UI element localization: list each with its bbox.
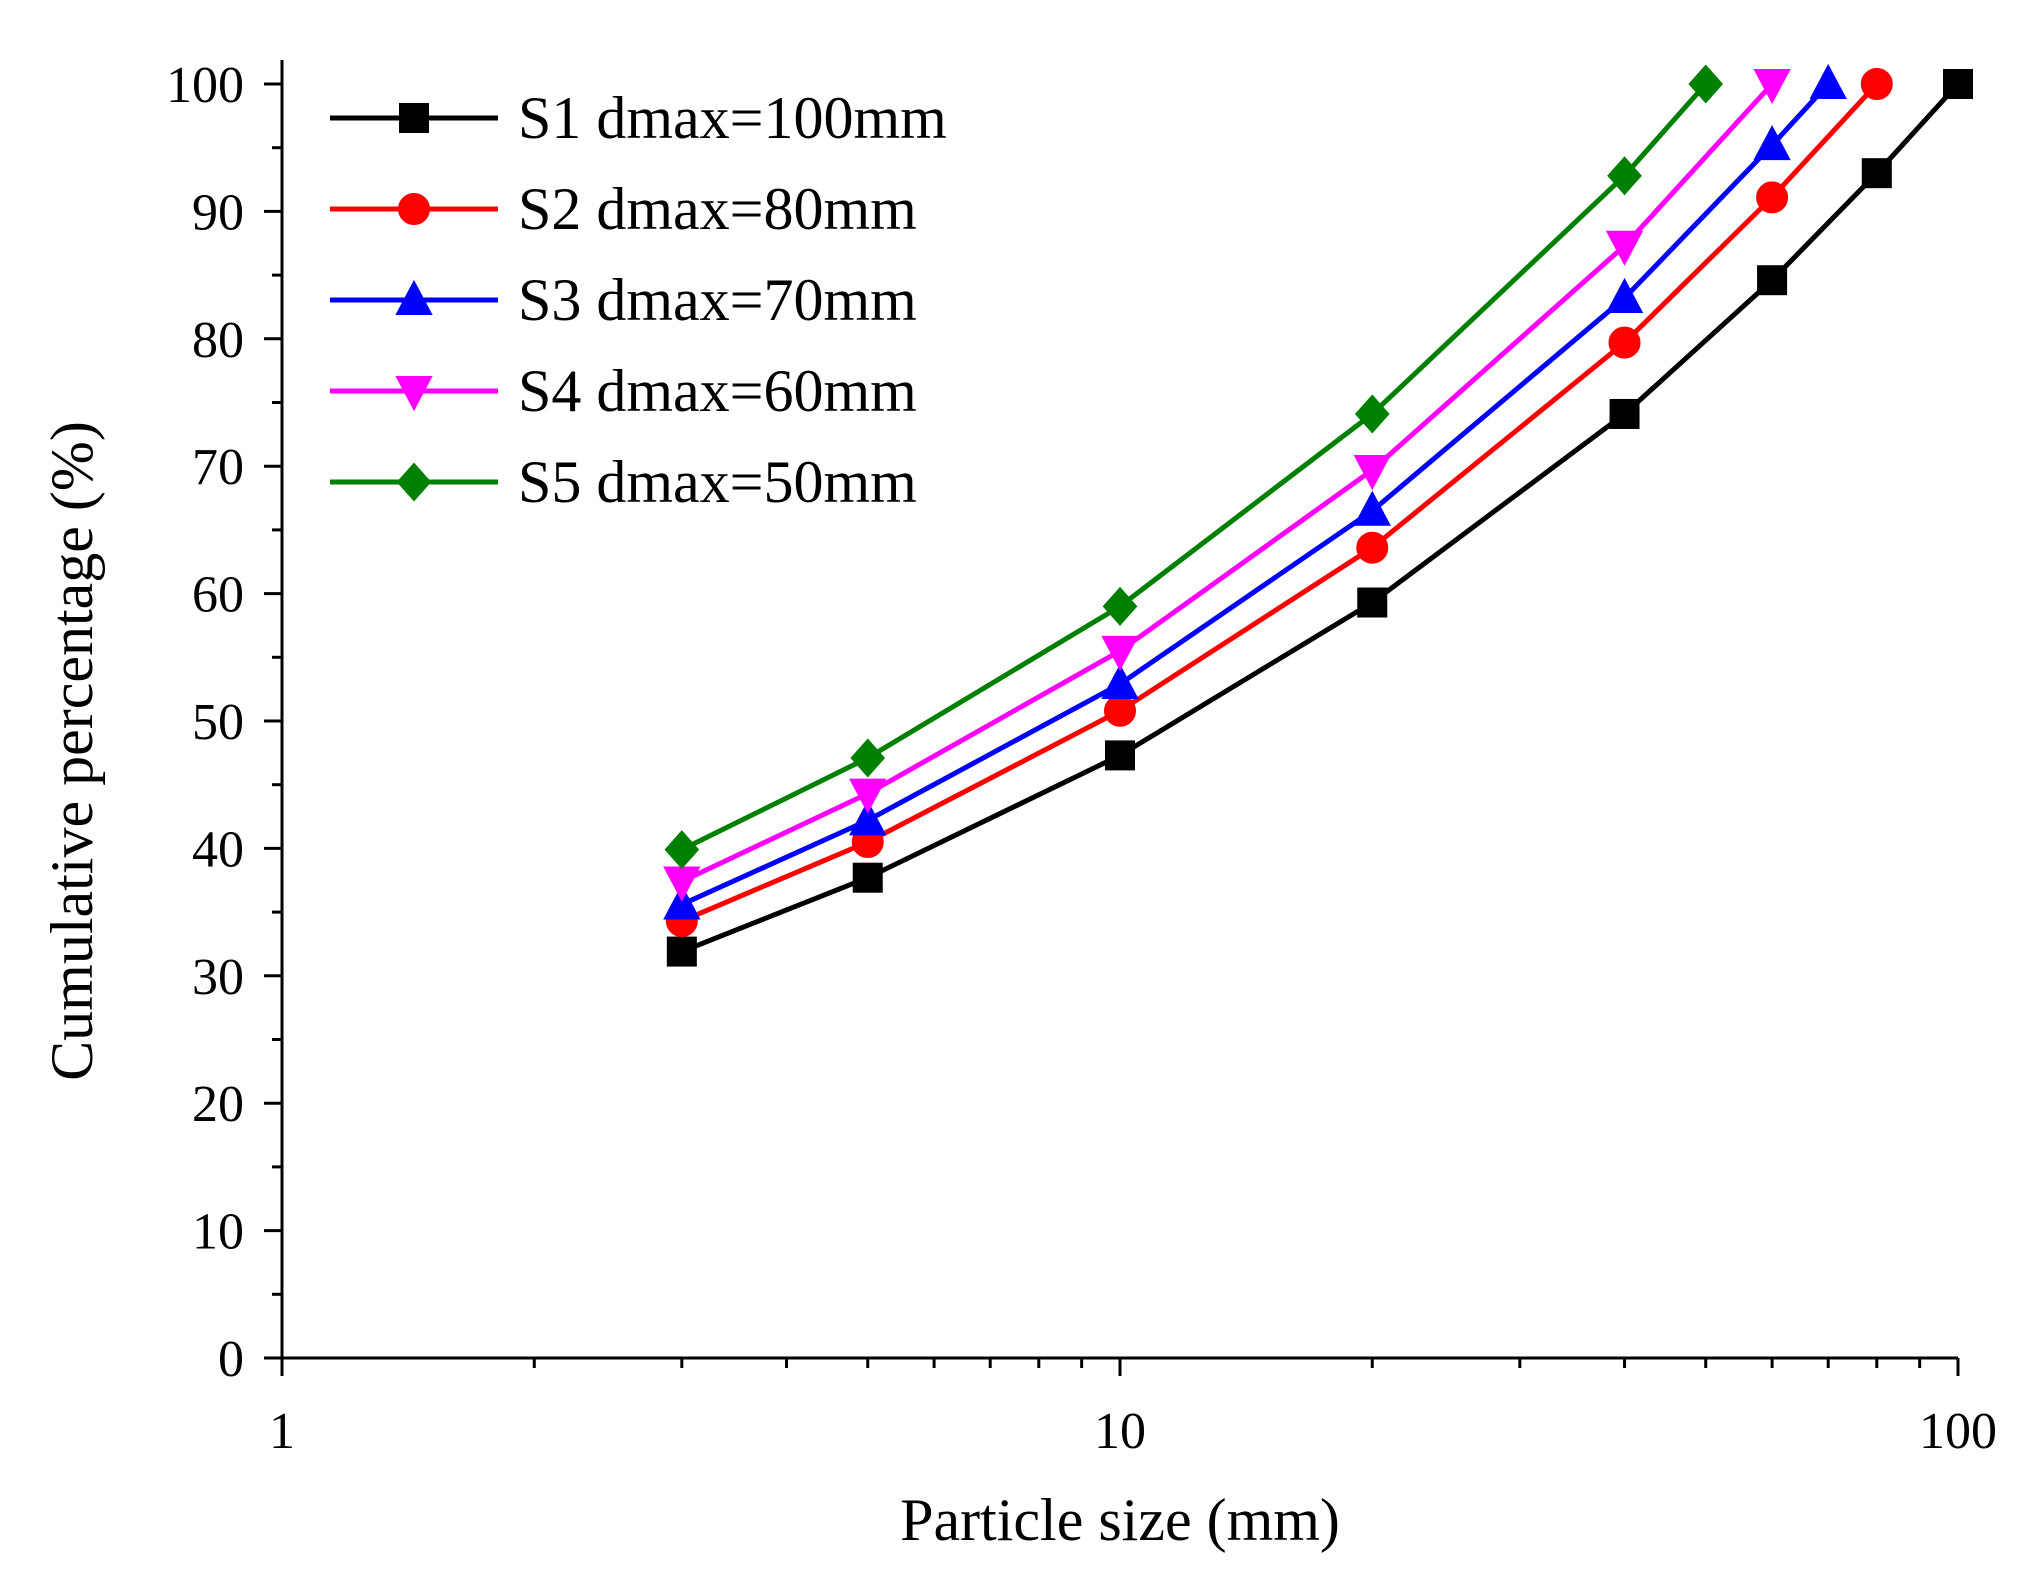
y-tick-label: 40 [192, 821, 244, 878]
data-point [1356, 531, 1389, 564]
data-point [1809, 63, 1847, 99]
legend-label: S2 dmax=80mm [518, 176, 917, 242]
series-3 [663, 63, 1847, 920]
y-tick-label: 90 [192, 184, 244, 241]
x-tick-label: 100 [1919, 1403, 1997, 1460]
data-point [852, 862, 883, 893]
data-point [849, 778, 887, 814]
data-point [1943, 69, 1973, 99]
data-point [1861, 158, 1892, 189]
data-point [1605, 230, 1644, 266]
series-4 [663, 69, 1791, 902]
data-point [849, 800, 887, 836]
data-point [1608, 326, 1641, 359]
data-point [1104, 694, 1136, 727]
y-tick-label: 0 [218, 1331, 244, 1388]
x-tick-label: 1 [269, 1403, 295, 1460]
x-tick-label: 10 [1094, 1403, 1146, 1460]
data-point [1756, 181, 1789, 214]
legend-item-1: S1 dmax=100mm [330, 85, 947, 151]
legend-marker [398, 193, 430, 225]
data-point [1101, 663, 1139, 700]
data-point [850, 738, 886, 778]
legend-label: S5 dmax=50mm [518, 449, 917, 515]
data-point [1753, 69, 1791, 105]
series-5 [664, 64, 1724, 870]
data-point [1609, 398, 1640, 429]
legend-marker [395, 279, 433, 315]
legend-marker [395, 376, 433, 412]
series-line [680, 82, 1774, 884]
y-tick-label: 30 [192, 949, 244, 1006]
data-point [1860, 68, 1893, 100]
data-point [1753, 125, 1791, 161]
y-tick-label: 60 [192, 567, 244, 624]
y-tick-label: 20 [192, 1076, 244, 1133]
data-point [1357, 587, 1388, 618]
legend-label: S3 dmax=70mm [518, 267, 917, 333]
y-tick-label: 100 [166, 57, 244, 114]
y-axis-title: Cumulative percentage (%) [39, 421, 105, 1081]
data-point [1354, 394, 1390, 434]
series-line [680, 82, 1960, 954]
legend-item-4: S4 dmax=60mm [330, 358, 917, 424]
series-1 [666, 69, 1973, 967]
series-line [680, 82, 1708, 852]
data-point [666, 936, 697, 967]
data-point [1757, 265, 1788, 296]
legend-item-3: S3 dmax=70mm [330, 267, 917, 333]
series-2 [665, 68, 1893, 938]
data-point [1353, 455, 1391, 491]
data-point [1688, 64, 1724, 104]
data-point [1102, 586, 1138, 626]
legend-item-2: S2 dmax=80mm [330, 176, 917, 242]
legend-label: S1 dmax=100mm [518, 85, 947, 151]
series-layer [663, 63, 1973, 967]
legend-item-5: S5 dmax=50mm [330, 449, 917, 515]
data-point [1353, 490, 1391, 526]
data-point [1605, 277, 1644, 314]
data-point [1101, 635, 1139, 672]
data-point [663, 866, 701, 902]
legend-marker [396, 462, 432, 502]
data-point [1105, 740, 1135, 771]
y-tick-label: 70 [192, 439, 244, 496]
y-tick-label: 80 [192, 312, 244, 369]
y-tick-label: 10 [192, 1204, 244, 1261]
legend-marker [399, 103, 429, 133]
data-point [663, 884, 701, 920]
x-axis-title: Particle size (mm) [900, 1487, 1340, 1553]
data-point [664, 830, 700, 870]
data-point [1607, 156, 1642, 196]
legend-label: S4 dmax=60mm [518, 358, 917, 424]
legend: S1 dmax=100mm S2 dmax=80mm S3 dmax=70mm S4 … [330, 85, 947, 515]
y-tick-label: 50 [192, 694, 244, 751]
